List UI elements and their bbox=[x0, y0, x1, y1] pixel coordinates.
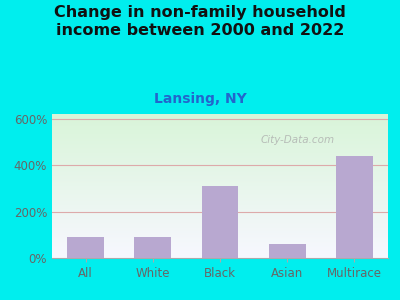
Bar bbox=[67, 237, 104, 258]
Bar bbox=[336, 156, 373, 258]
Bar bbox=[269, 244, 306, 258]
Bar bbox=[134, 237, 171, 258]
Text: City-Data.com: City-Data.com bbox=[260, 135, 334, 145]
Text: Lansing, NY: Lansing, NY bbox=[154, 92, 246, 106]
Text: Change in non-family household
income between 2000 and 2022: Change in non-family household income be… bbox=[54, 4, 346, 38]
Bar bbox=[202, 186, 238, 258]
